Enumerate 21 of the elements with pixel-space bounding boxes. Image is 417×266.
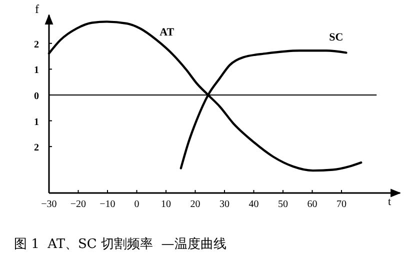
x-tick-label: 70 [336, 199, 346, 210]
x-tick-label: −10 [100, 199, 116, 210]
x-tick-label: 60 [307, 199, 318, 210]
x-tick-label: 10 [161, 199, 171, 210]
y-tick-label: 0 [34, 90, 39, 102]
x-tick-label: −30 [41, 199, 57, 210]
x-tick-label: 30 [220, 199, 230, 210]
x-tick-label: 40 [248, 199, 259, 210]
series-label: AT [160, 26, 175, 39]
y-tick-label: 1 [34, 116, 39, 128]
y-tick-label: 1 [34, 65, 39, 76]
caption: 图 1 AT、SC 切割频率 —温度曲线 [14, 236, 226, 252]
x-axis-title: t [388, 196, 392, 208]
x-tick-label: −20 [70, 199, 86, 210]
y-tick-label: 2 [34, 39, 39, 50]
x-tick-label: 50 [278, 199, 288, 210]
x-tick-label: 0 [134, 199, 140, 210]
y-tick-label: 2 [34, 142, 39, 154]
x-tick-label: 20 [190, 199, 200, 210]
y-axis-title: f [35, 2, 39, 16]
series-label: SC [329, 32, 344, 44]
